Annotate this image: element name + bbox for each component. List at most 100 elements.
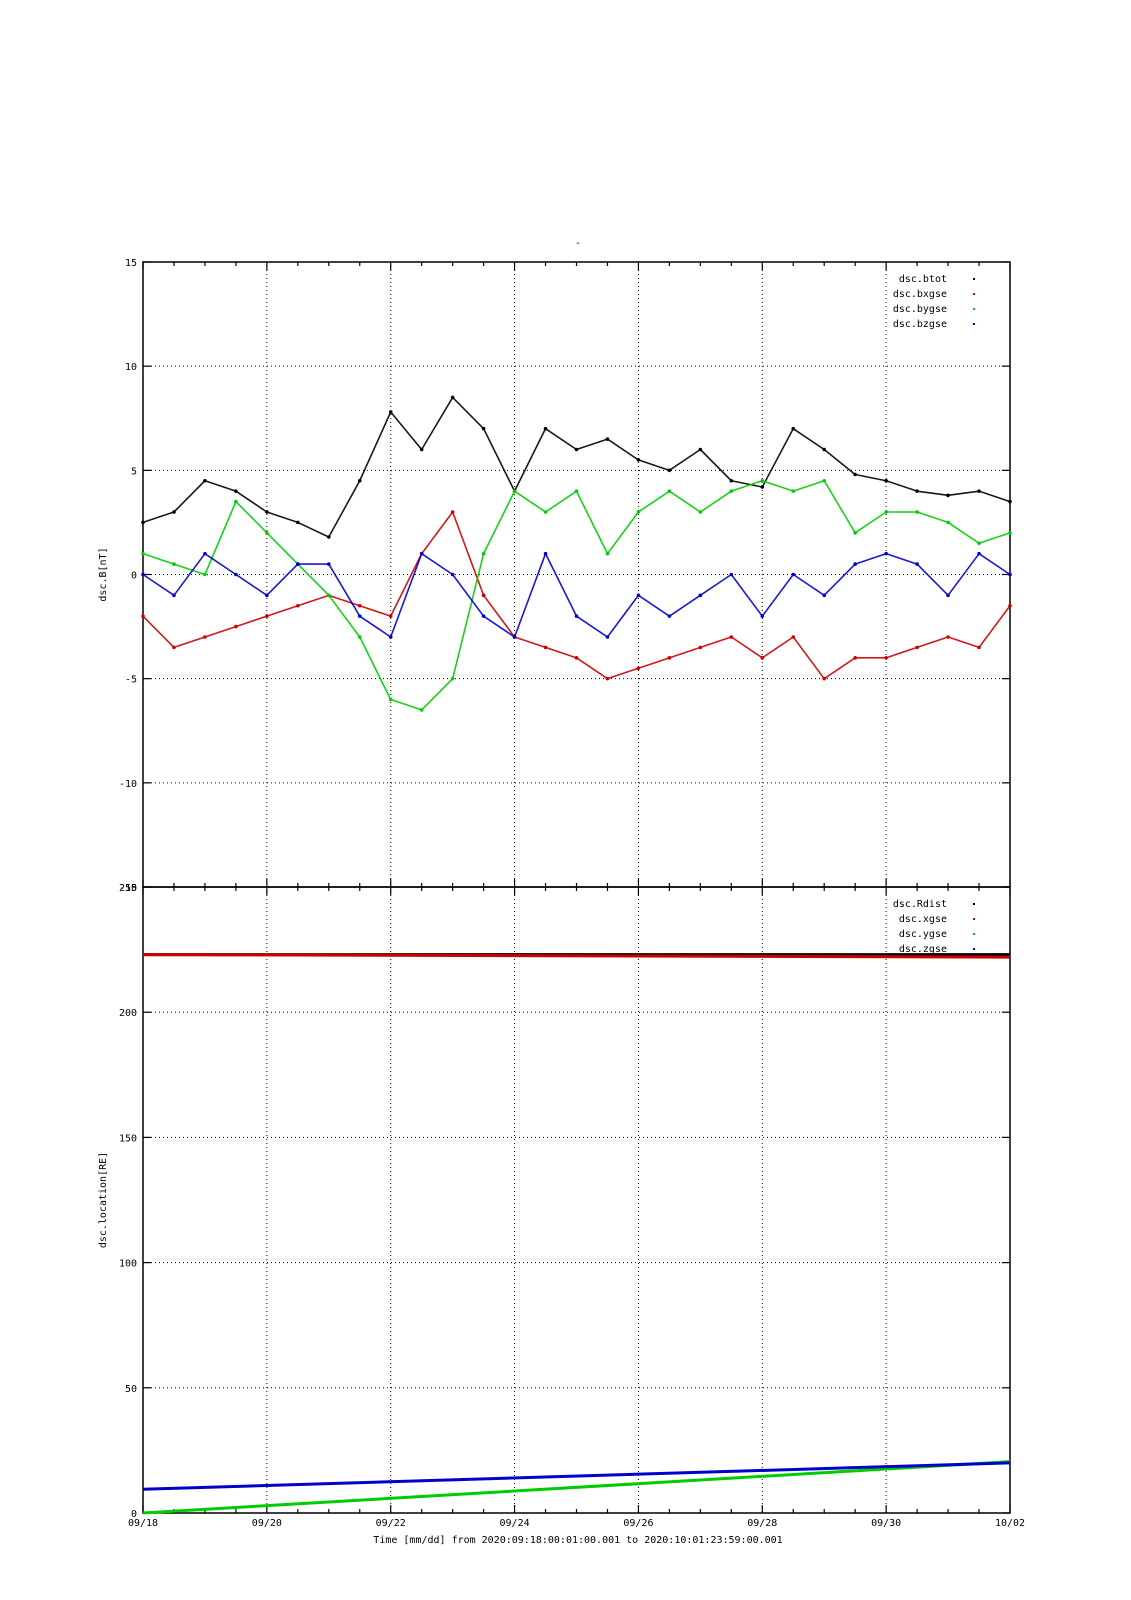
data-point [946,493,950,498]
data-point [698,510,703,514]
series-dsc-zgse [142,1461,1011,1491]
y-tick-label: 50 [125,1384,137,1395]
data-point [203,572,207,577]
data-point [760,478,765,483]
y-tick-label: 10 [125,362,137,373]
series-dsc-bzgse [141,551,1012,639]
location-panel: 250 200 150 100 50 0 dsc.location[RE] dsc.Rdist… [98,883,1011,1520]
data-point [450,510,455,514]
y-tick-label: 150 [119,1133,137,1144]
data-point [977,645,981,650]
data-point [357,478,362,483]
y-tick-label: 0 [131,571,137,582]
y-axis-label: dsc.location[RE] [98,1152,109,1248]
data-point [698,645,703,650]
y-tick-label: 100 [119,1259,137,1270]
series-dsc-ygse [142,1460,1011,1515]
x-tick-label: 09/30 [871,1518,901,1529]
legend-label: dsc.btot [899,274,947,285]
data-point [326,593,331,598]
x-tick-label: 10/02 [995,1518,1025,1529]
legend-marker [973,323,975,325]
legend-label: dsc.xgse [899,914,947,925]
x-tick-label: 09/28 [747,1518,777,1529]
x-tick-label: 09/26 [623,1518,653,1529]
data-point [357,603,362,608]
data-point [481,614,486,618]
data-point [388,635,393,639]
data-point [791,572,796,577]
legend-marker [973,918,975,920]
x-axis-label: Time [mm/dd] from 2020:09:18:00:01:00.00… [373,1535,782,1546]
legend-label: dsc.Rdist [893,899,947,910]
legend-label: dsc.bxgse [893,289,947,300]
series-line [142,552,1011,638]
y-tick-label: -15 [119,883,137,894]
data-point [977,551,981,556]
data-point [574,614,579,618]
x-tick-label: 09/20 [252,1518,282,1529]
series-line [142,479,1011,711]
data-point [265,510,269,514]
data-point [977,489,981,493]
legend-marker [973,903,975,905]
data-point [853,562,857,566]
data-point [1008,531,1012,535]
data-point [605,635,610,639]
data-point [1008,603,1012,608]
series-dsc-xgse [142,953,1011,959]
data-point [512,489,517,493]
data-point [1008,572,1012,577]
data-point [512,635,517,639]
series-dsc-btot [141,395,1012,539]
plot-frame [142,886,1011,1514]
data-point [265,593,269,598]
data-point [357,635,362,639]
data-point [357,614,362,618]
data-point [388,614,393,618]
data-point [265,614,269,618]
data-point [915,489,919,493]
data-point [791,635,796,639]
data-point [326,562,331,566]
data-point [667,489,672,493]
legend-label: dsc.bygse [893,304,947,315]
data-point [543,510,548,514]
series-line [142,953,1011,959]
data-point [296,520,300,525]
data-point [822,478,827,483]
data-point [884,551,888,556]
x-axis: 09/18 09/20 09/22 09/24 09/26 09/28 09/30 10/02 [128,1518,1025,1529]
y-tick-label: 0 [131,1509,137,1520]
series-line [142,1460,1011,1515]
y-tick-label: 5 [131,466,137,477]
data-point [172,593,176,598]
data-point [543,645,548,650]
chart-title: - [575,238,581,249]
series-line [142,511,1011,680]
data-point [636,666,641,671]
series-dsc-bygse [141,478,1012,712]
data-point [636,458,641,462]
series-line [142,1461,1011,1491]
data-point [853,531,857,535]
data-point [450,676,455,681]
legend-label: dsc.ygse [899,929,947,940]
data-point [574,656,579,660]
data-point [419,447,424,452]
y-axis-label: dsc.B[nT] [98,547,109,601]
data-point [450,572,455,577]
data-point [141,520,145,525]
data-point [203,635,207,639]
data-point [574,447,579,452]
data-point [977,541,981,546]
data-point [234,489,238,493]
data-point [884,656,888,660]
data-point [760,614,765,618]
data-point [946,520,950,525]
data-point [605,676,610,681]
legend-marker [973,948,975,950]
data-point [915,510,919,514]
data-point [636,510,641,514]
data-point [296,562,300,566]
